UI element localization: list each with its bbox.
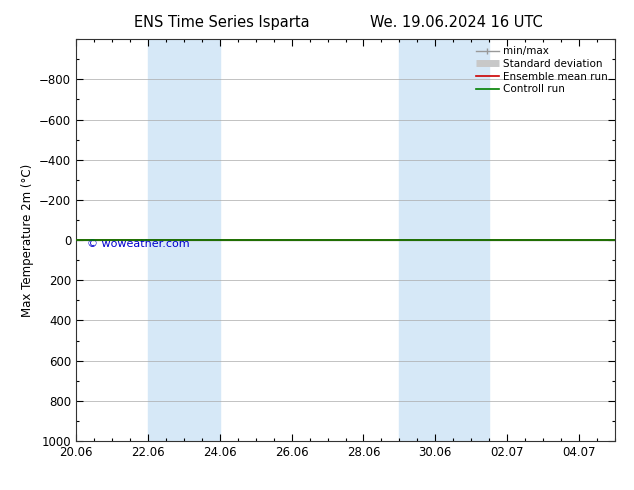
- Text: © woweather.com: © woweather.com: [87, 239, 190, 249]
- Legend: min/max, Standard deviation, Ensemble mean run, Controll run: min/max, Standard deviation, Ensemble me…: [474, 45, 610, 97]
- Bar: [148, 39, 220, 441]
- Text: We. 19.06.2024 16 UTC: We. 19.06.2024 16 UTC: [370, 15, 543, 30]
- Y-axis label: Max Temperature 2m (°C): Max Temperature 2m (°C): [20, 164, 34, 317]
- Text: ENS Time Series Isparta: ENS Time Series Isparta: [134, 15, 310, 30]
- Bar: [399, 39, 489, 441]
